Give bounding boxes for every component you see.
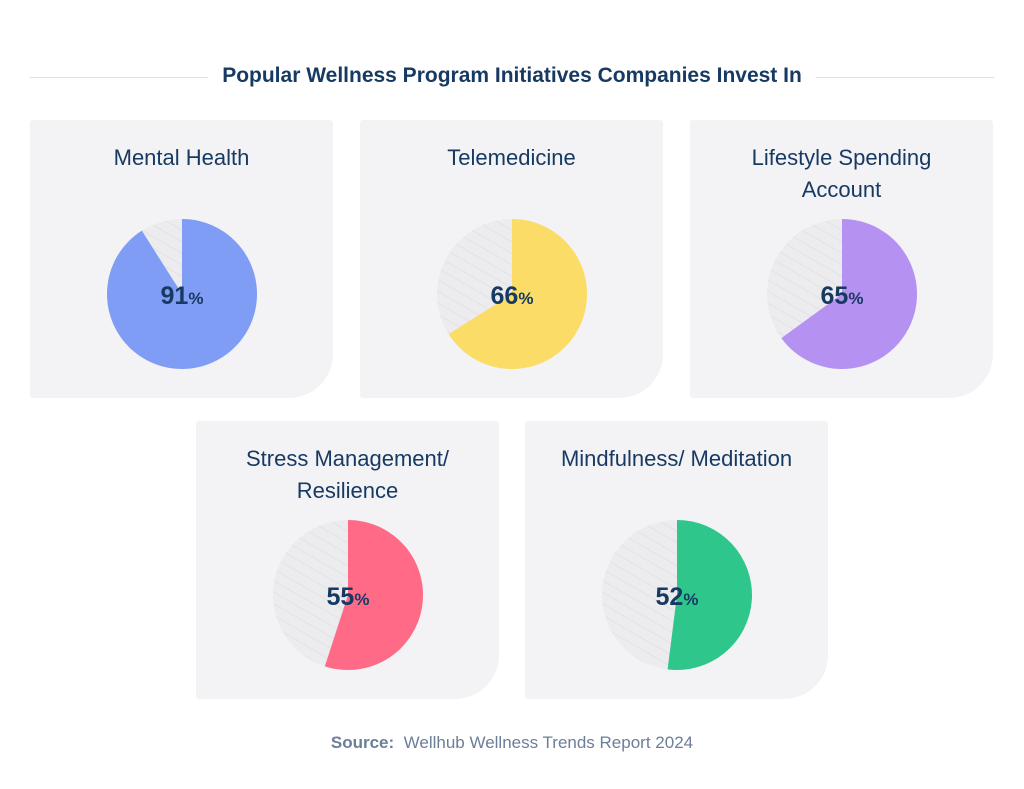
source: Source: Wellhub Wellness Trends Report 2… bbox=[0, 733, 1024, 753]
pie-slice bbox=[667, 520, 752, 670]
pie-slice bbox=[781, 219, 917, 370]
pie-chart: 91% bbox=[106, 219, 258, 369]
chart-card: Telemedicine 66% bbox=[360, 120, 663, 398]
pie-chart: 52% bbox=[602, 520, 752, 670]
page-title: Popular Wellness Program Initiatives Com… bbox=[208, 64, 816, 87]
pie-slice bbox=[448, 219, 587, 370]
value-label: 66% bbox=[491, 282, 534, 310]
chart-card: Stress Management/ Resilience 55% bbox=[196, 421, 499, 699]
chart-title: Mindfulness/ Meditation bbox=[560, 446, 793, 471]
chart-title: Telemedicine bbox=[447, 145, 576, 170]
pie-chart: 55% bbox=[273, 520, 423, 670]
chart-title: Stress Management/ Resilience bbox=[246, 446, 449, 503]
chart-title: Mental Health bbox=[113, 145, 250, 170]
chart-card: Lifestyle Spending Account 65% bbox=[690, 120, 993, 398]
value-label: 91% bbox=[161, 282, 204, 310]
source-text: Wellhub Wellness Trends Report 2024 bbox=[403, 733, 694, 752]
chart-card: Mindfulness/ Meditation 52% bbox=[525, 421, 828, 699]
page-title-wrap: Popular Wellness Program Initiatives Com… bbox=[0, 64, 1024, 88]
chart-title: Lifestyle Spending Account bbox=[751, 145, 932, 202]
pie-chart: 65% bbox=[767, 219, 917, 370]
pie-slice bbox=[324, 520, 423, 670]
pie-chart: 66% bbox=[437, 219, 587, 370]
value-label: 52% bbox=[656, 583, 699, 611]
pie-slice bbox=[106, 219, 258, 369]
value-label: 65% bbox=[821, 282, 864, 310]
source-label: Source: bbox=[330, 733, 395, 752]
chart-card: Mental Health 91% bbox=[30, 120, 333, 398]
value-label: 55% bbox=[327, 583, 370, 611]
